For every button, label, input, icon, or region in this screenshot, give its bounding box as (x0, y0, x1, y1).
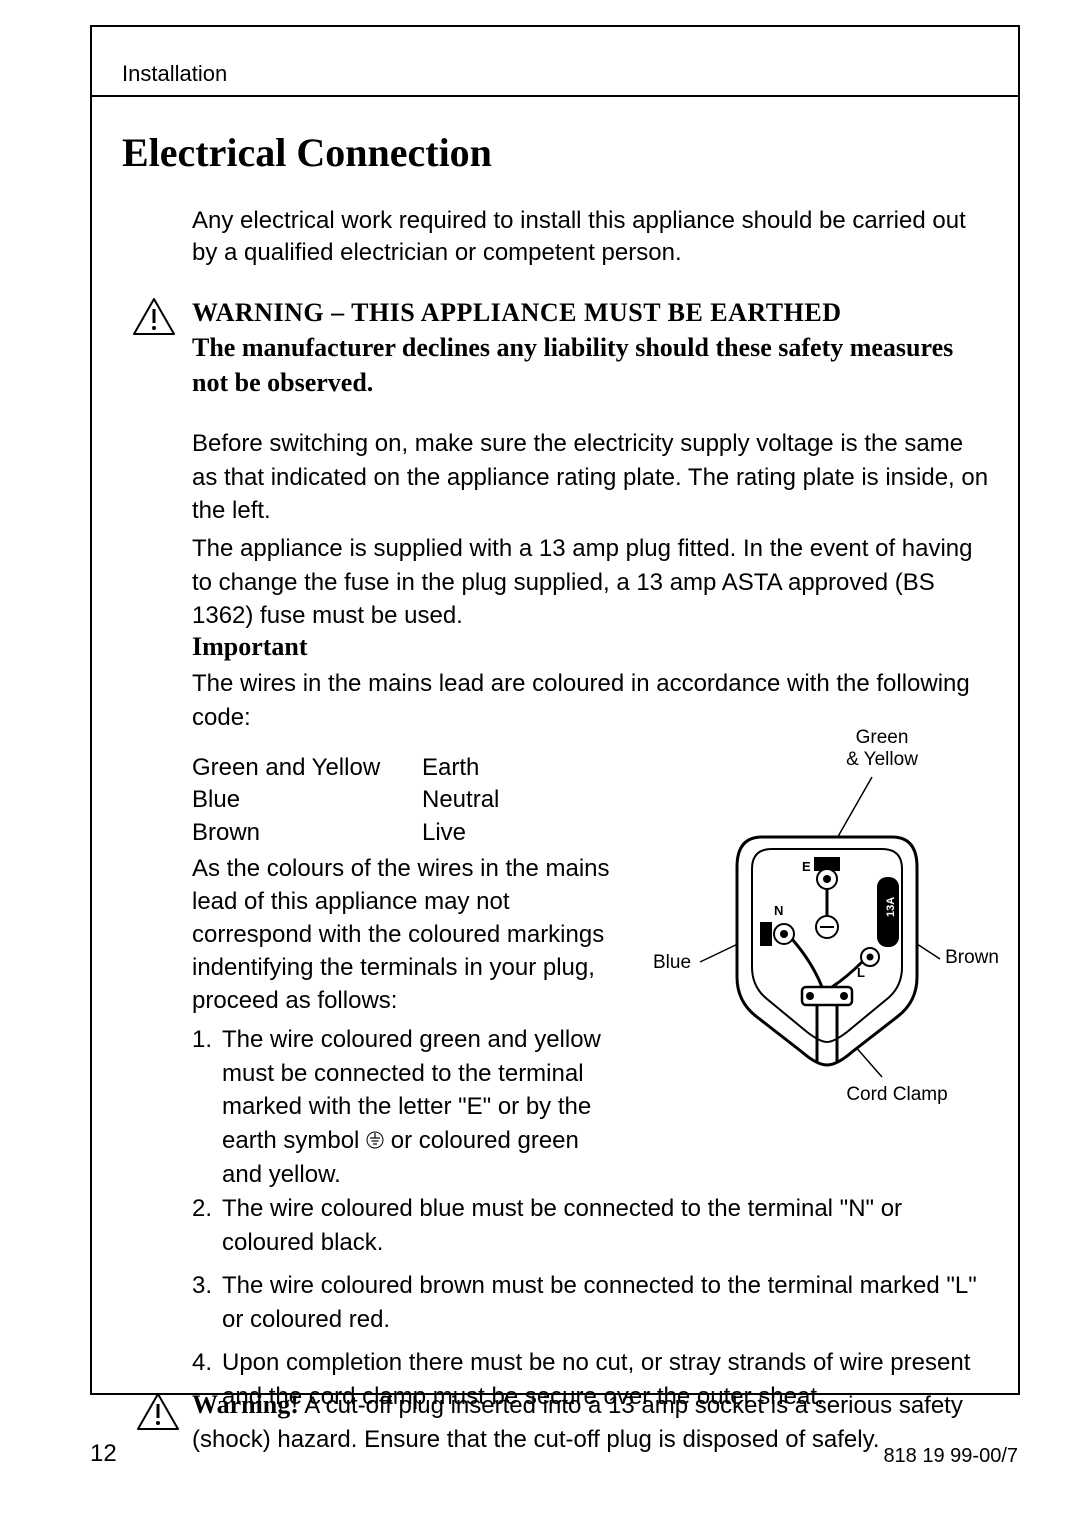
warning-cutoff: Warning! A cut-off plug inserted into a … (192, 1387, 992, 1457)
wirecode-paragraph: The wires in the mains lead are coloured… (192, 667, 992, 734)
document-code: 818 19 99-00/7 (883, 1445, 1018, 1468)
wire-colour: Brown (192, 817, 422, 849)
colours-paragraph: As the colours of the wires in the mains… (192, 853, 622, 1017)
list-item: 3. The wire coloured brown must be conne… (192, 1269, 992, 1336)
header-section-label: Installation (122, 61, 227, 87)
svg-text:N: N (774, 903, 783, 918)
fuse-paragraph: The appliance is supplied with a 13 amp … (192, 532, 992, 633)
list-number: 1. (192, 1023, 222, 1192)
warning-title: WARNING – THIS APPLIANCE MUST BE EARTHED (192, 295, 992, 330)
earth-symbol-icon (366, 1125, 384, 1159)
warning-earthed: WARNING – THIS APPLIANCE MUST BE EARTHED… (192, 295, 992, 400)
warning-text: A cut-off plug inserted into a 13 amp so… (192, 1392, 963, 1453)
plug-wiring-diagram: Green & Yellow Blue Brown Cord Clamp E (622, 727, 1012, 1157)
voltage-paragraph: Before switching on, make sure the elect… (192, 427, 992, 528)
svg-text:E: E (802, 859, 811, 874)
list-number: 2. (192, 1192, 222, 1259)
table-row: Green and Yellow Earth (192, 752, 572, 784)
wire-colour: Blue (192, 784, 422, 816)
section-title: Electrical Connection (122, 129, 492, 176)
intro-paragraph: Any electrical work required to install … (192, 205, 972, 270)
wire-function: Live (422, 817, 572, 849)
plug-illustration: E N 13A L (722, 827, 932, 1067)
header-divider (92, 95, 1018, 97)
table-row: Blue Neutral (192, 784, 572, 816)
svg-text:13A: 13A (885, 897, 897, 917)
list-text: The wire coloured brown must be connecte… (222, 1269, 992, 1336)
list-item: 2. The wire coloured blue must be connec… (192, 1192, 992, 1259)
wire-function: Earth (422, 752, 572, 784)
wire-colour: Green and Yellow (192, 752, 422, 784)
page-number: 12 (90, 1440, 117, 1468)
list-text: The wire coloured blue must be connected… (222, 1192, 992, 1259)
list-number: 3. (192, 1269, 222, 1336)
list-text: The wire coloured green and yellow must … (222, 1023, 622, 1192)
wire-function: Neutral (422, 784, 572, 816)
table-row: Brown Live (192, 817, 572, 849)
warning-icon (132, 297, 176, 337)
wire-colour-table: Green and Yellow Earth Blue Neutral Brow… (192, 752, 572, 849)
page-frame: Installation Electrical Connection Any e… (90, 25, 1020, 1395)
warning-icon (136, 1392, 180, 1432)
warning-bold: Warning! (192, 1390, 299, 1419)
warning-body: The manufacturer declines any liability … (192, 330, 992, 400)
important-label: Important (192, 632, 308, 662)
